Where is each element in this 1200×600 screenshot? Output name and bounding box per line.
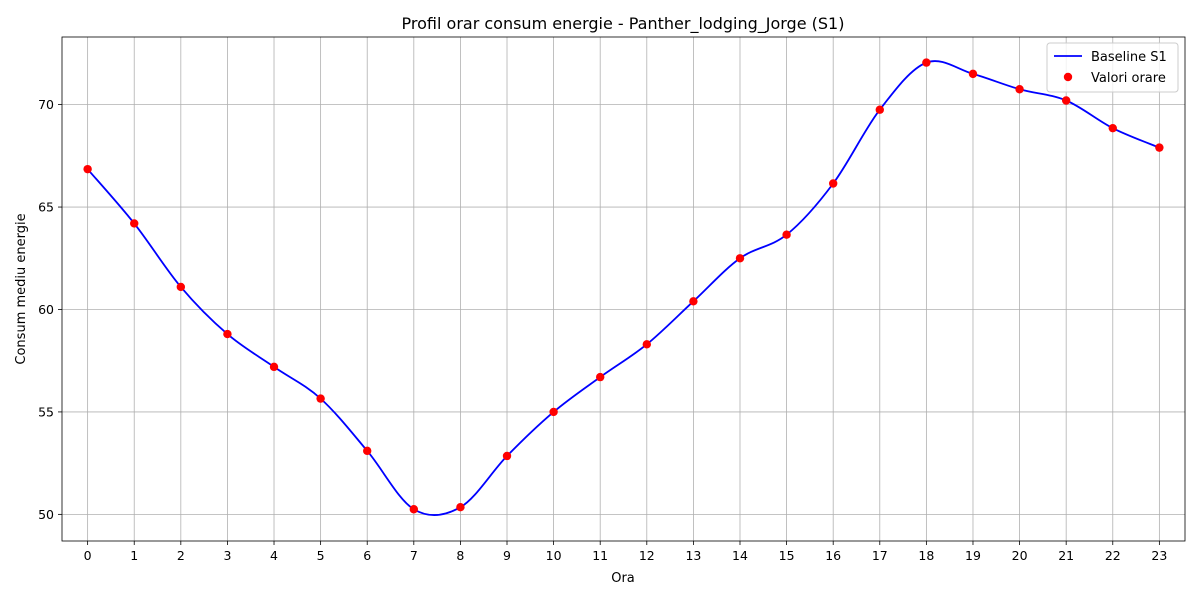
series-point-layer (83, 58, 1164, 514)
series-line-layer (86, 60, 1160, 516)
x-tick-label: 12 (639, 548, 655, 563)
data-point (642, 340, 651, 349)
y-tick-label: 50 (38, 507, 54, 522)
plot-frame (61, 36, 1186, 542)
data-point (456, 502, 465, 512)
legend-label-baseline: Baseline S1 (1091, 50, 1167, 65)
x-axis-ticks: 0 1 2 3 4 5 6 7 8 9 10 11 12 13 14 15 16 17 18 19 20 21 22 23 (84, 541, 1167, 563)
y-tick-label: 60 (38, 302, 54, 317)
data-point (83, 164, 92, 174)
legend-swatch-point (1063, 72, 1073, 82)
data-point (1155, 143, 1164, 152)
x-tick-label: 0 (84, 548, 92, 563)
data-point (1108, 123, 1117, 133)
data-point (363, 446, 372, 456)
x-tick-label: 16 (825, 548, 841, 563)
x-tick-label: 1 (130, 548, 138, 563)
x-tick-label: 8 (456, 548, 464, 563)
data-point (1061, 96, 1071, 105)
x-tick-label: 2 (177, 548, 185, 563)
x-tick-label: 21 (1058, 548, 1074, 563)
data-point (735, 254, 745, 263)
x-tick-label: 23 (1151, 548, 1167, 563)
y-tick-label: 55 (38, 404, 54, 419)
series-line-baseline (86, 60, 1160, 516)
y-axis-label: Consum mediu energie (14, 213, 29, 364)
x-tick-label: 14 (732, 548, 748, 563)
x-tick-label: 4 (270, 548, 278, 563)
x-tick-label: 18 (918, 548, 934, 563)
data-point (549, 407, 558, 417)
data-point (316, 394, 325, 403)
x-tick-label: 3 (223, 548, 231, 563)
chart-title: Profil orar consum energie - Panther_lod… (402, 14, 845, 34)
x-axis-label: Ora (611, 571, 635, 586)
x-tick-label: 15 (779, 548, 795, 563)
x-tick-label: 19 (965, 548, 981, 563)
grid (62, 37, 1185, 541)
data-point (596, 372, 605, 382)
data-point (922, 58, 931, 67)
data-point (502, 451, 512, 461)
data-point (968, 69, 978, 79)
data-point (409, 505, 419, 514)
x-tick-label: 17 (872, 548, 888, 563)
y-axis-ticks: 50 55 60 65 70 (38, 97, 62, 522)
x-tick-label: 5 (317, 548, 325, 563)
x-tick-label: 20 (1012, 548, 1028, 563)
data-point (130, 219, 139, 228)
x-tick-label: 7 (410, 548, 418, 563)
data-point (828, 179, 838, 188)
legend-label-hourly: Valori orare (1091, 71, 1166, 86)
data-point (782, 230, 791, 239)
y-tick-label: 65 (38, 200, 54, 215)
x-tick-label: 9 (503, 548, 511, 563)
data-point (1015, 85, 1024, 94)
x-tick-label: 22 (1105, 548, 1121, 563)
data-point (223, 329, 232, 339)
x-tick-label: 13 (685, 548, 701, 563)
y-tick-label: 70 (38, 97, 54, 112)
data-point (875, 105, 884, 114)
legend: Baseline S1 Valori orare (1046, 42, 1179, 93)
x-tick-label: 10 (546, 548, 562, 563)
x-tick-label: 11 (592, 548, 608, 563)
data-point (269, 362, 279, 372)
data-point (176, 282, 186, 292)
x-tick-label: 6 (363, 548, 371, 563)
data-point (689, 297, 698, 306)
